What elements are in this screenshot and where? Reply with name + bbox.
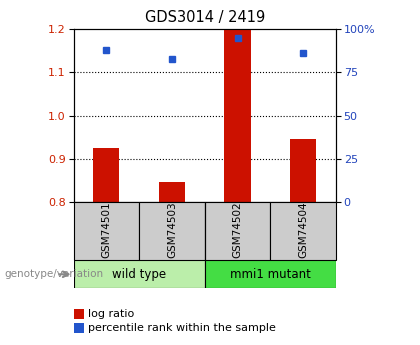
Bar [205, 202, 270, 260]
Text: percentile rank within the sample: percentile rank within the sample [88, 323, 276, 333]
Text: mmi1 mutant: mmi1 mutant [230, 268, 311, 281]
Bar [93, 148, 119, 202]
Bar [74, 202, 139, 260]
Bar [270, 202, 336, 260]
Text: GSM74504: GSM74504 [298, 201, 308, 257]
Text: GSM74503: GSM74503 [167, 201, 177, 257]
Text: GSM74501: GSM74501 [101, 201, 111, 257]
Bar [139, 202, 205, 260]
Text: GSM74502: GSM74502 [233, 201, 243, 257]
Bar [74, 260, 205, 288]
Bar [224, 29, 251, 202]
Bar [159, 183, 185, 202]
Text: log ratio: log ratio [88, 309, 134, 319]
Bar [290, 139, 316, 202]
Text: genotype/variation: genotype/variation [4, 269, 103, 279]
Text: wild type: wild type [112, 268, 166, 281]
Bar [205, 260, 336, 288]
Title: GDS3014 / 2419: GDS3014 / 2419 [144, 10, 265, 26]
